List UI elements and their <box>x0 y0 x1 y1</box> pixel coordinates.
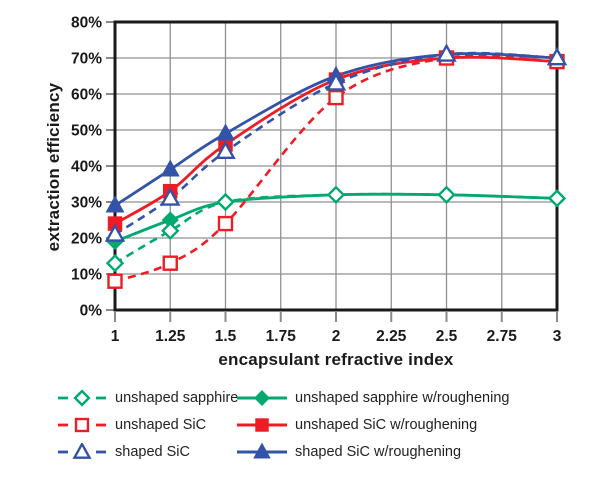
plot-frame <box>113 20 559 312</box>
series-markers-shaped-sic <box>104 43 568 242</box>
legend-item-shaped-sic: shaped SiC <box>57 442 237 462</box>
legend-label: unshaped sapphire <box>115 390 239 406</box>
legend-item-shaped-sic-roughening: shaped SiC w/roughening <box>237 442 509 462</box>
y-tick-label: 70% <box>71 51 102 68</box>
chart-plot-area: 0% 10% 20% 30% 40% 50% 60% 70% 80% 1 1.25 1.5 1.75 2 2… <box>71 15 568 346</box>
x-tick-label: 1.5 <box>215 328 237 345</box>
y-tick-label: 0% <box>80 303 103 320</box>
legend-item-unshaped-sapphire-roughening: unshaped sapphire w/roughening <box>237 388 509 408</box>
y-tick-label: 10% <box>71 267 102 284</box>
legend-filled-triangle-solid-line-icon <box>237 443 287 459</box>
y-tick-label: 30% <box>71 195 102 212</box>
legend-item-unshaped-sic-roughening: unshaped SiC w/roughening <box>237 415 509 435</box>
y-tick-label: 40% <box>71 159 102 176</box>
x-axis-title: encapsulant refractive index <box>218 350 454 369</box>
legend-open-triangle-dashed-line-icon <box>58 443 106 459</box>
series-markers-unshaped-sapphire <box>105 185 567 273</box>
x-tick-label: 1 <box>111 328 120 345</box>
legend-open-square-dashed-line-icon <box>58 417 106 433</box>
x-tick-label: 2.25 <box>376 328 407 345</box>
legend-item-unshaped-sic: unshaped SiC <box>57 415 237 435</box>
legend-filled-square-solid-line-icon <box>237 418 287 432</box>
y-tick-label: 20% <box>71 231 102 248</box>
y-axis-title: extraction efficiency <box>44 82 63 252</box>
legend-item-unshaped-sapphire: unshaped sapphire <box>57 388 239 408</box>
x-tick-label: 2.5 <box>436 328 458 345</box>
legend-label: unshaped SiC <box>115 417 207 433</box>
chart-legend: unshaped sapphire unshaped sapphire w/ro… <box>57 388 509 462</box>
x-tick-label: 1.75 <box>266 328 297 345</box>
y-tick-label: 80% <box>71 15 102 32</box>
x-tick-label: 1.25 <box>155 328 186 345</box>
y-tick-label: 50% <box>71 123 102 140</box>
tick-labels: 0% 10% 20% 30% 40% 50% 60% 70% 80% 1 1.25 1.5 1.75 2 2… <box>71 15 562 346</box>
gridlines <box>115 22 557 310</box>
legend-label: shaped SiC w/roughening <box>295 444 462 460</box>
legend-label: unshaped sapphire w/roughening <box>295 390 510 406</box>
y-tick-label: 60% <box>71 87 102 104</box>
legend-open-diamond-dashed-line-icon <box>58 389 106 407</box>
x-tick-label: 2 <box>332 328 341 345</box>
legend-filled-diamond-solid-line-icon <box>237 390 287 406</box>
x-tick-label: 3 <box>553 328 562 345</box>
x-tick-label: 2.75 <box>487 328 518 345</box>
legend-label: shaped SiC <box>115 444 190 460</box>
legend-label: unshaped SiC w/roughening <box>295 417 478 433</box>
